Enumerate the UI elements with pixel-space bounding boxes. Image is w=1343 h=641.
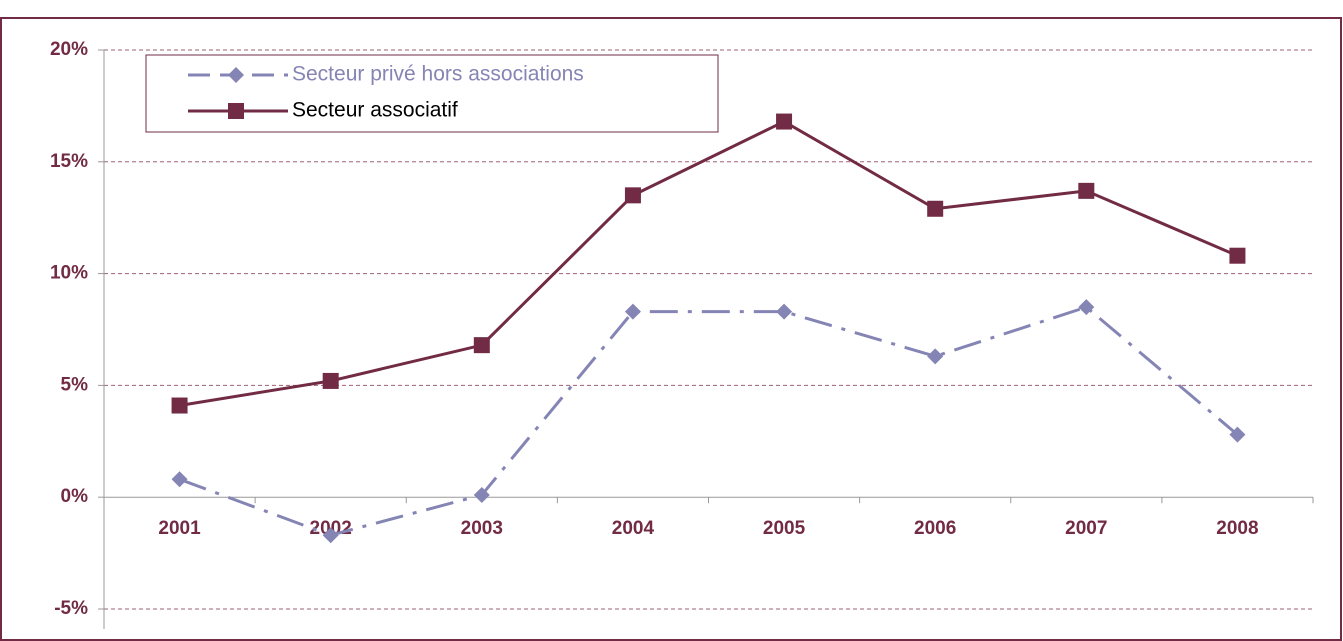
point bbox=[322, 372, 339, 389]
point bbox=[473, 337, 490, 354]
point bbox=[927, 348, 944, 365]
point bbox=[473, 486, 490, 503]
point bbox=[776, 303, 793, 320]
y-tick-label: 5% bbox=[61, 374, 89, 395]
x-tick-label: 2008 bbox=[1216, 518, 1258, 539]
point bbox=[171, 397, 188, 414]
legend-label: Secteur associatif bbox=[292, 99, 458, 122]
x-tick-label: 2007 bbox=[1065, 518, 1107, 539]
point bbox=[1229, 426, 1246, 443]
y-tick-label: 15% bbox=[50, 151, 88, 172]
y-tick-label: 10% bbox=[50, 263, 88, 284]
point bbox=[322, 527, 339, 544]
point bbox=[776, 113, 793, 130]
legend-box bbox=[145, 54, 719, 133]
x-tick-label: 2001 bbox=[158, 518, 201, 539]
x-tick-label: 2005 bbox=[763, 518, 806, 539]
legend-marker bbox=[228, 103, 244, 119]
series-line bbox=[179, 305, 1239, 537]
point bbox=[171, 471, 188, 488]
point bbox=[624, 187, 641, 204]
series-line bbox=[179, 119, 1239, 408]
legend-marker bbox=[228, 67, 244, 83]
point bbox=[1078, 182, 1095, 199]
point bbox=[927, 200, 944, 217]
point bbox=[1229, 247, 1246, 264]
point bbox=[624, 303, 641, 320]
y-tick-label: -5% bbox=[54, 598, 88, 619]
x-tick-label: 2004 bbox=[612, 518, 655, 539]
x-tick-label: 2003 bbox=[461, 518, 503, 539]
x-tick-label: 2006 bbox=[914, 518, 956, 539]
legend-label: Secteur privé hors associations bbox=[292, 63, 584, 86]
y-tick-label: 20% bbox=[50, 39, 88, 60]
y-tick-label: 0% bbox=[61, 486, 89, 507]
point bbox=[1078, 299, 1095, 316]
